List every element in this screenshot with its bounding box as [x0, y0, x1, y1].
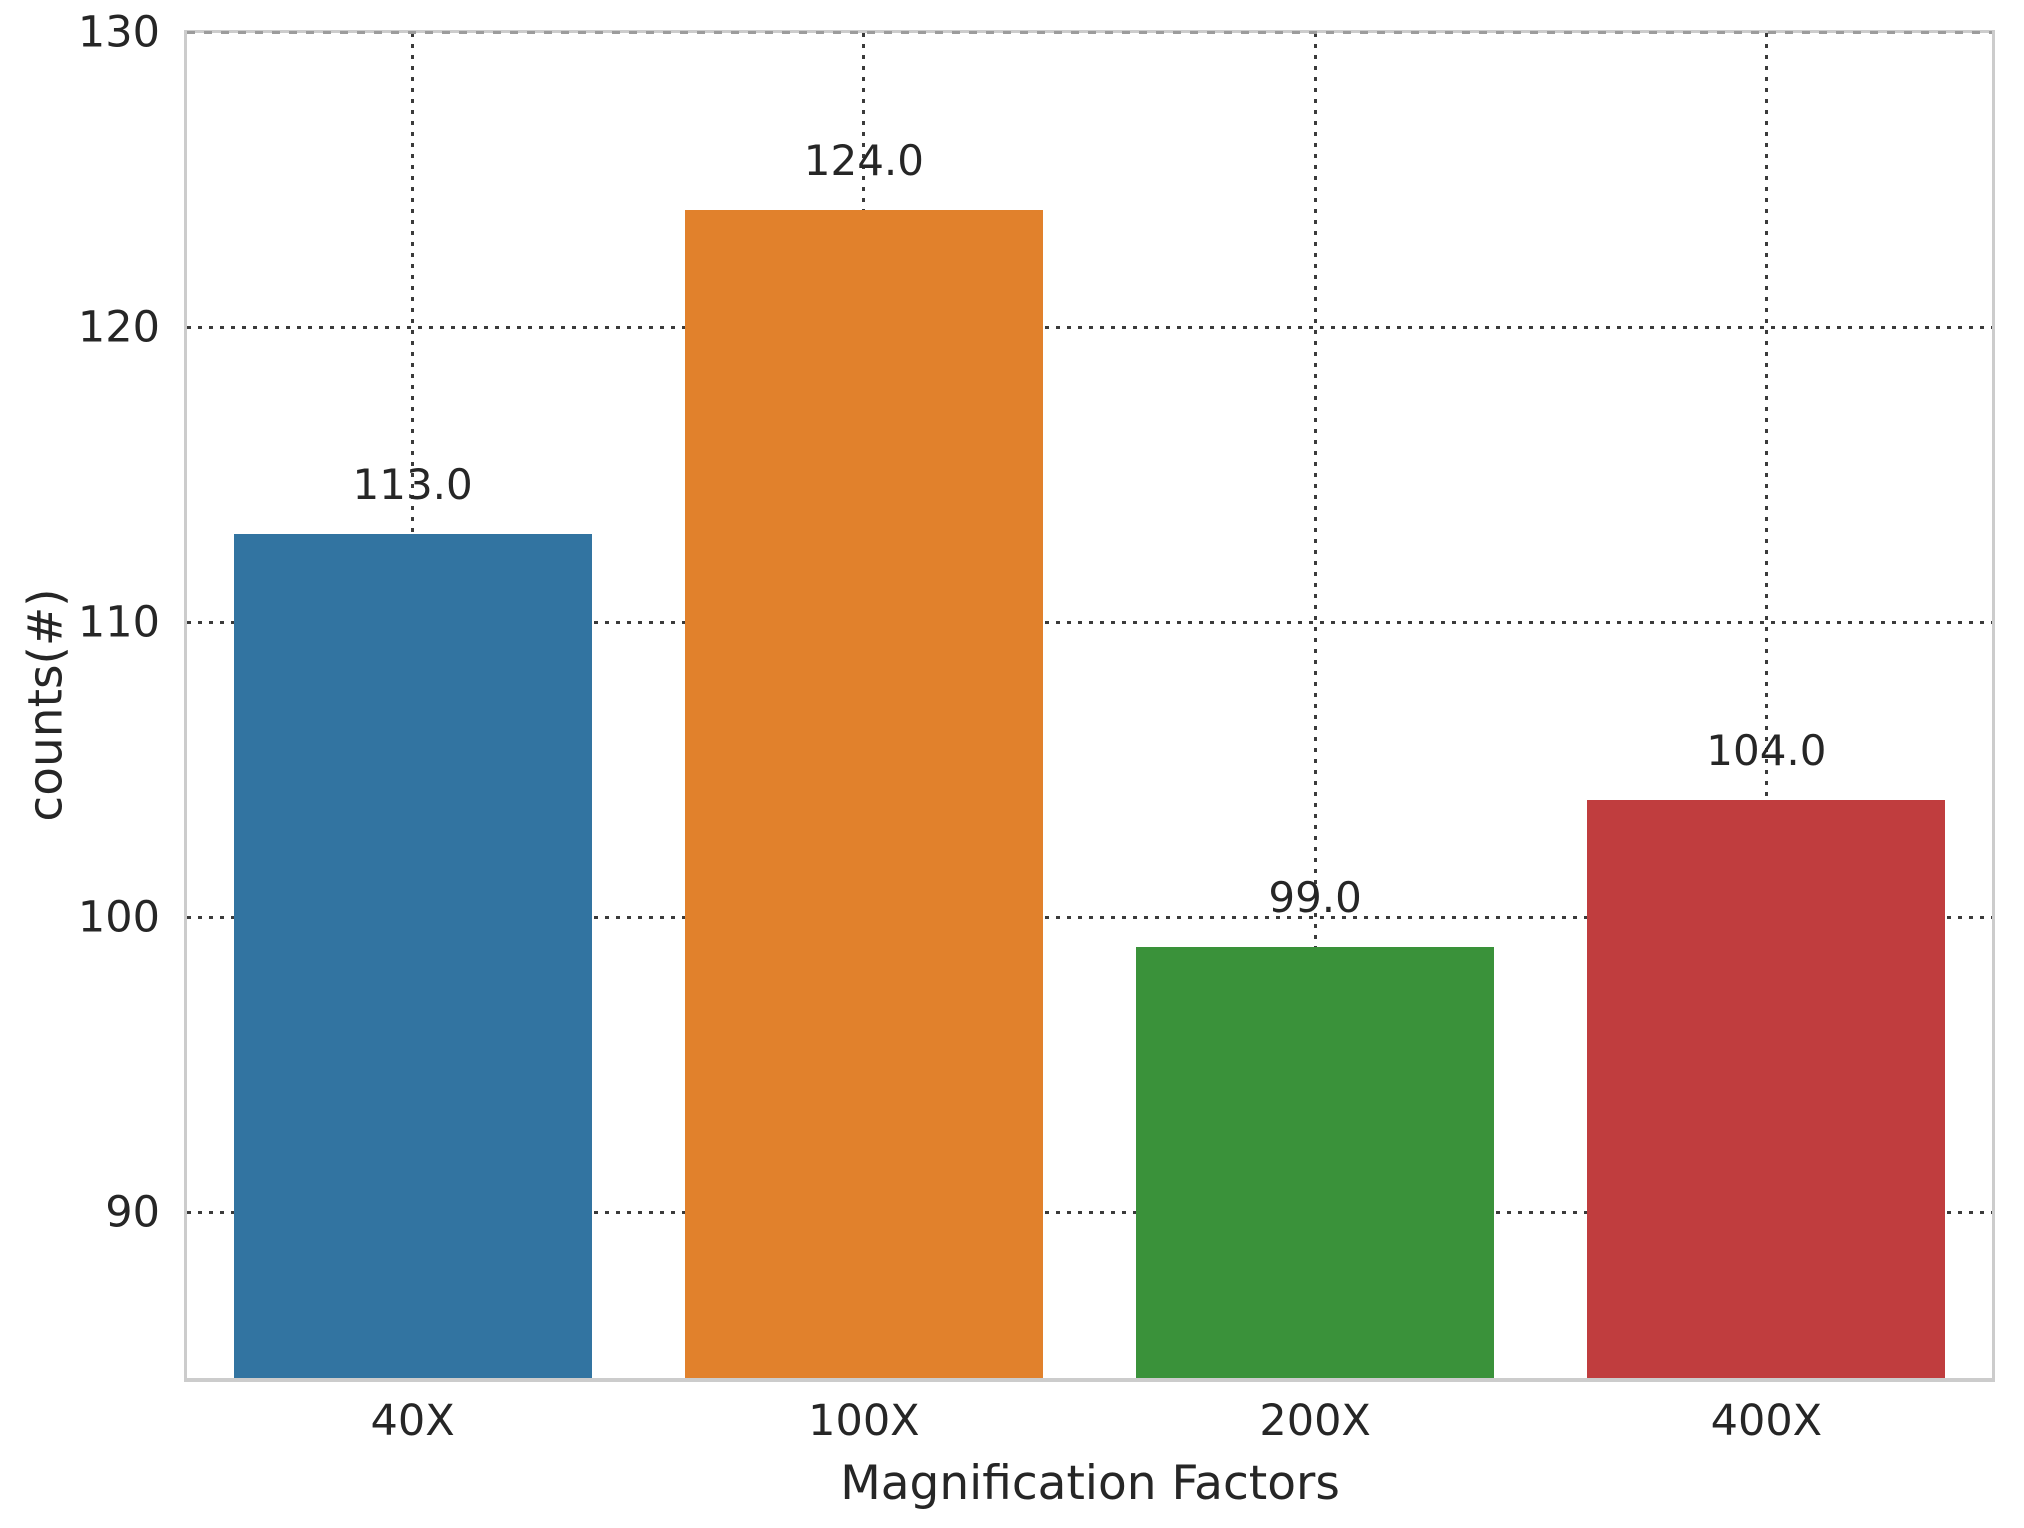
gridline-x-200X	[1313, 33, 1317, 1378]
bar-200X	[1136, 947, 1495, 1378]
gridline-y-90	[187, 1211, 1992, 1215]
gridline-130-over-spine	[187, 31, 1992, 34]
gridline-x-400X	[1764, 33, 1768, 1378]
bar-value-label-100X: 124.0	[803, 135, 924, 185]
ytick-label-100: 100	[77, 892, 160, 943]
x-axis-label: Magnification Factors	[840, 1456, 1340, 1511]
ytick-label-130: 130	[77, 7, 160, 58]
bar-40X	[233, 534, 592, 1378]
ytick-label-120: 120	[77, 302, 160, 353]
ytick-label-90: 90	[105, 1187, 160, 1238]
ytick-label-110: 110	[77, 597, 160, 648]
bar-value-label-40X: 113.0	[352, 460, 473, 510]
gridline-y-110	[187, 621, 1992, 625]
bottom-spine	[184, 1378, 1995, 1382]
plot-area: 113.0 124.0 99.0 104.0	[184, 30, 1995, 1382]
bar-value-label-200X: 99.0	[1268, 873, 1362, 923]
xtick-label-200X: 200X	[1259, 1396, 1371, 1446]
xtick-label-400X: 400X	[1710, 1396, 1823, 1446]
right-spine	[1992, 33, 1995, 1378]
bar-100X	[684, 209, 1043, 1378]
left-spine	[184, 33, 187, 1378]
xtick-label-40X: 40X	[370, 1396, 455, 1446]
gridline-y-100	[187, 916, 1992, 920]
bar-value-label-400X: 104.0	[1706, 725, 1827, 775]
gridline-y-120	[187, 326, 1992, 330]
xtick-label-100X: 100X	[808, 1396, 920, 1446]
bar-400X	[1587, 799, 1946, 1378]
